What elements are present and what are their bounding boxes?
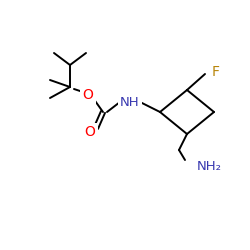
Text: NH₂: NH₂: [197, 160, 222, 172]
Text: F: F: [212, 65, 220, 79]
Text: O: O: [82, 88, 94, 102]
Text: O: O: [84, 125, 96, 139]
Text: NH: NH: [120, 96, 140, 108]
